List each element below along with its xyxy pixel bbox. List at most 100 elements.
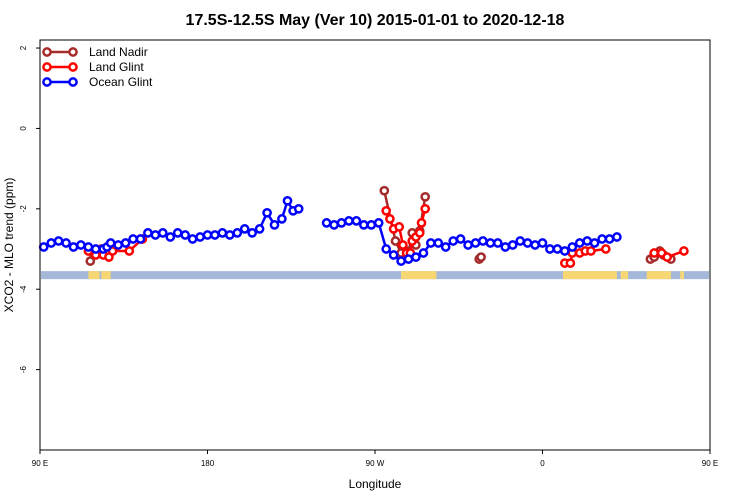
data-point-ocean-glint-10 (105, 238, 116, 248)
x-tick-label-1: 180 (201, 459, 215, 468)
data-point-land-nadir-4 (379, 185, 390, 196)
data-point-ocean-glint-24 (210, 230, 220, 240)
data-point-ocean-glint-59 (485, 238, 496, 248)
y-tick-label-2: -2 (19, 205, 28, 213)
x-tick-label-2: 90 W (366, 459, 385, 468)
data-point-ocean-glint-34 (282, 195, 293, 206)
data-point-ocean-glint-53 (440, 242, 451, 252)
data-point-ocean-glint-18 (165, 232, 176, 242)
land-segment-4 (620, 271, 629, 280)
data-point-ocean-glint-1 (46, 238, 57, 248)
x-tick-label-4: 90 E (702, 459, 718, 468)
data-point-ocean-glint-4 (68, 242, 79, 252)
data-point-ocean-glint-45 (381, 244, 392, 254)
legend-marker-end-land-nadir (68, 47, 78, 57)
data-point-land-glint-10 (394, 222, 405, 232)
data-point-ocean-glint-28 (239, 224, 250, 234)
data-point-ocean-glint-16 (150, 230, 161, 240)
legend-marker-end-ocean-glint (68, 77, 78, 87)
data-point-ocean-glint-58 (478, 236, 488, 246)
data-point-ocean-glint-22 (195, 232, 205, 242)
data-point-ocean-glint-41 (351, 216, 362, 226)
data-point-ocean-glint-43 (366, 220, 377, 230)
legend-marker-ocean-glint (42, 77, 52, 87)
data-point-ocean-glint-46 (388, 250, 399, 260)
ocean-strip (41, 271, 709, 280)
data-point-ocean-glint-33 (277, 214, 287, 224)
y-axis: 2 0 -2 -4 -6 (19, 45, 40, 373)
data-point-ocean-glint-50 (418, 248, 429, 258)
legend-marker-land-glint (42, 62, 52, 72)
data-point-land-glint-16 (414, 228, 425, 238)
data-point-ocean-glint-60 (492, 238, 503, 248)
data-point-ocean-glint-29 (247, 228, 258, 238)
data-point-ocean-glint-51 (425, 238, 436, 248)
data-point-land-glint-28 (662, 252, 673, 262)
data-point-ocean-glint-68 (552, 244, 563, 254)
data-point-land-glint-29 (679, 246, 689, 256)
data-point-ocean-glint-54 (448, 236, 459, 246)
series-layer (38, 185, 689, 268)
data-point-ocean-glint-5 (76, 240, 86, 250)
data-point-ocean-glint-66 (537, 238, 548, 248)
data-point-ocean-glint-56 (463, 240, 473, 250)
data-point-ocean-glint-61 (500, 242, 511, 252)
data-point-land-glint-18 (420, 203, 431, 214)
legend-label-land-nadir: Land Nadir (89, 45, 148, 59)
data-point-land-glint-17 (416, 218, 427, 228)
data-point-ocean-glint-62 (507, 240, 518, 250)
land-segment-6 (680, 271, 684, 280)
land-segment-1 (101, 271, 111, 280)
x-axis-label: Longitude (349, 477, 402, 491)
data-point-ocean-glint-72 (582, 236, 593, 246)
data-point-ocean-glint-44 (373, 218, 384, 228)
data-point-land-nadir-12 (420, 191, 431, 202)
land-ocean-strip (41, 271, 709, 280)
land-segment-2 (401, 271, 437, 280)
data-point-ocean-glint-7 (90, 244, 101, 254)
data-point-ocean-glint-37 (321, 218, 332, 228)
data-point-ocean-glint-42 (358, 220, 369, 230)
y-tick-label-0: 2 (19, 45, 28, 50)
data-point-ocean-glint-30 (254, 224, 265, 234)
data-point-ocean-glint-12 (120, 238, 131, 248)
data-point-land-nadir-14 (476, 252, 486, 262)
data-point-ocean-glint-32 (269, 220, 280, 230)
series-land-glint (83, 203, 689, 268)
land-segment-5 (646, 271, 671, 280)
data-point-ocean-glint-17 (157, 228, 168, 238)
y-tick-label-3: -4 (19, 285, 28, 293)
land-segment-3 (562, 271, 617, 280)
data-point-ocean-glint-55 (455, 234, 466, 244)
data-point-ocean-glint-52 (433, 238, 444, 248)
data-point-ocean-glint-40 (344, 216, 354, 226)
data-point-land-glint-11 (398, 240, 408, 250)
data-point-ocean-glint-47 (396, 256, 406, 266)
data-point-ocean-glint-57 (470, 238, 481, 248)
data-point-land-glint-8 (385, 214, 395, 224)
data-point-ocean-glint-63 (515, 236, 526, 246)
series-ocean-glint (38, 195, 622, 266)
data-point-ocean-glint-65 (530, 240, 540, 250)
data-point-ocean-glint-21 (187, 234, 198, 244)
legend-marker-end-land-glint (68, 62, 78, 72)
data-point-ocean-glint-13 (128, 234, 138, 244)
data-point-ocean-glint-48 (403, 254, 414, 264)
y-tick-label-1: 0 (19, 126, 28, 131)
data-point-ocean-glint-69 (559, 246, 570, 256)
data-point-ocean-glint-23 (202, 230, 213, 240)
legend-item-ocean-glint: Ocean Glint (42, 75, 153, 89)
data-point-ocean-glint-6 (83, 242, 94, 252)
data-point-ocean-glint-15 (143, 228, 153, 238)
legend-marker-land-nadir (42, 47, 52, 57)
data-point-ocean-glint-39 (336, 218, 347, 228)
data-point-land-glint-24 (586, 246, 596, 256)
data-point-land-glint-7 (381, 205, 392, 216)
data-point-land-glint-25 (600, 244, 611, 254)
data-point-land-glint-20 (565, 258, 576, 268)
data-point-ocean-glint-71 (574, 238, 585, 248)
x-tick-label-0: 90 E (32, 459, 48, 468)
data-point-ocean-glint-75 (604, 234, 615, 244)
